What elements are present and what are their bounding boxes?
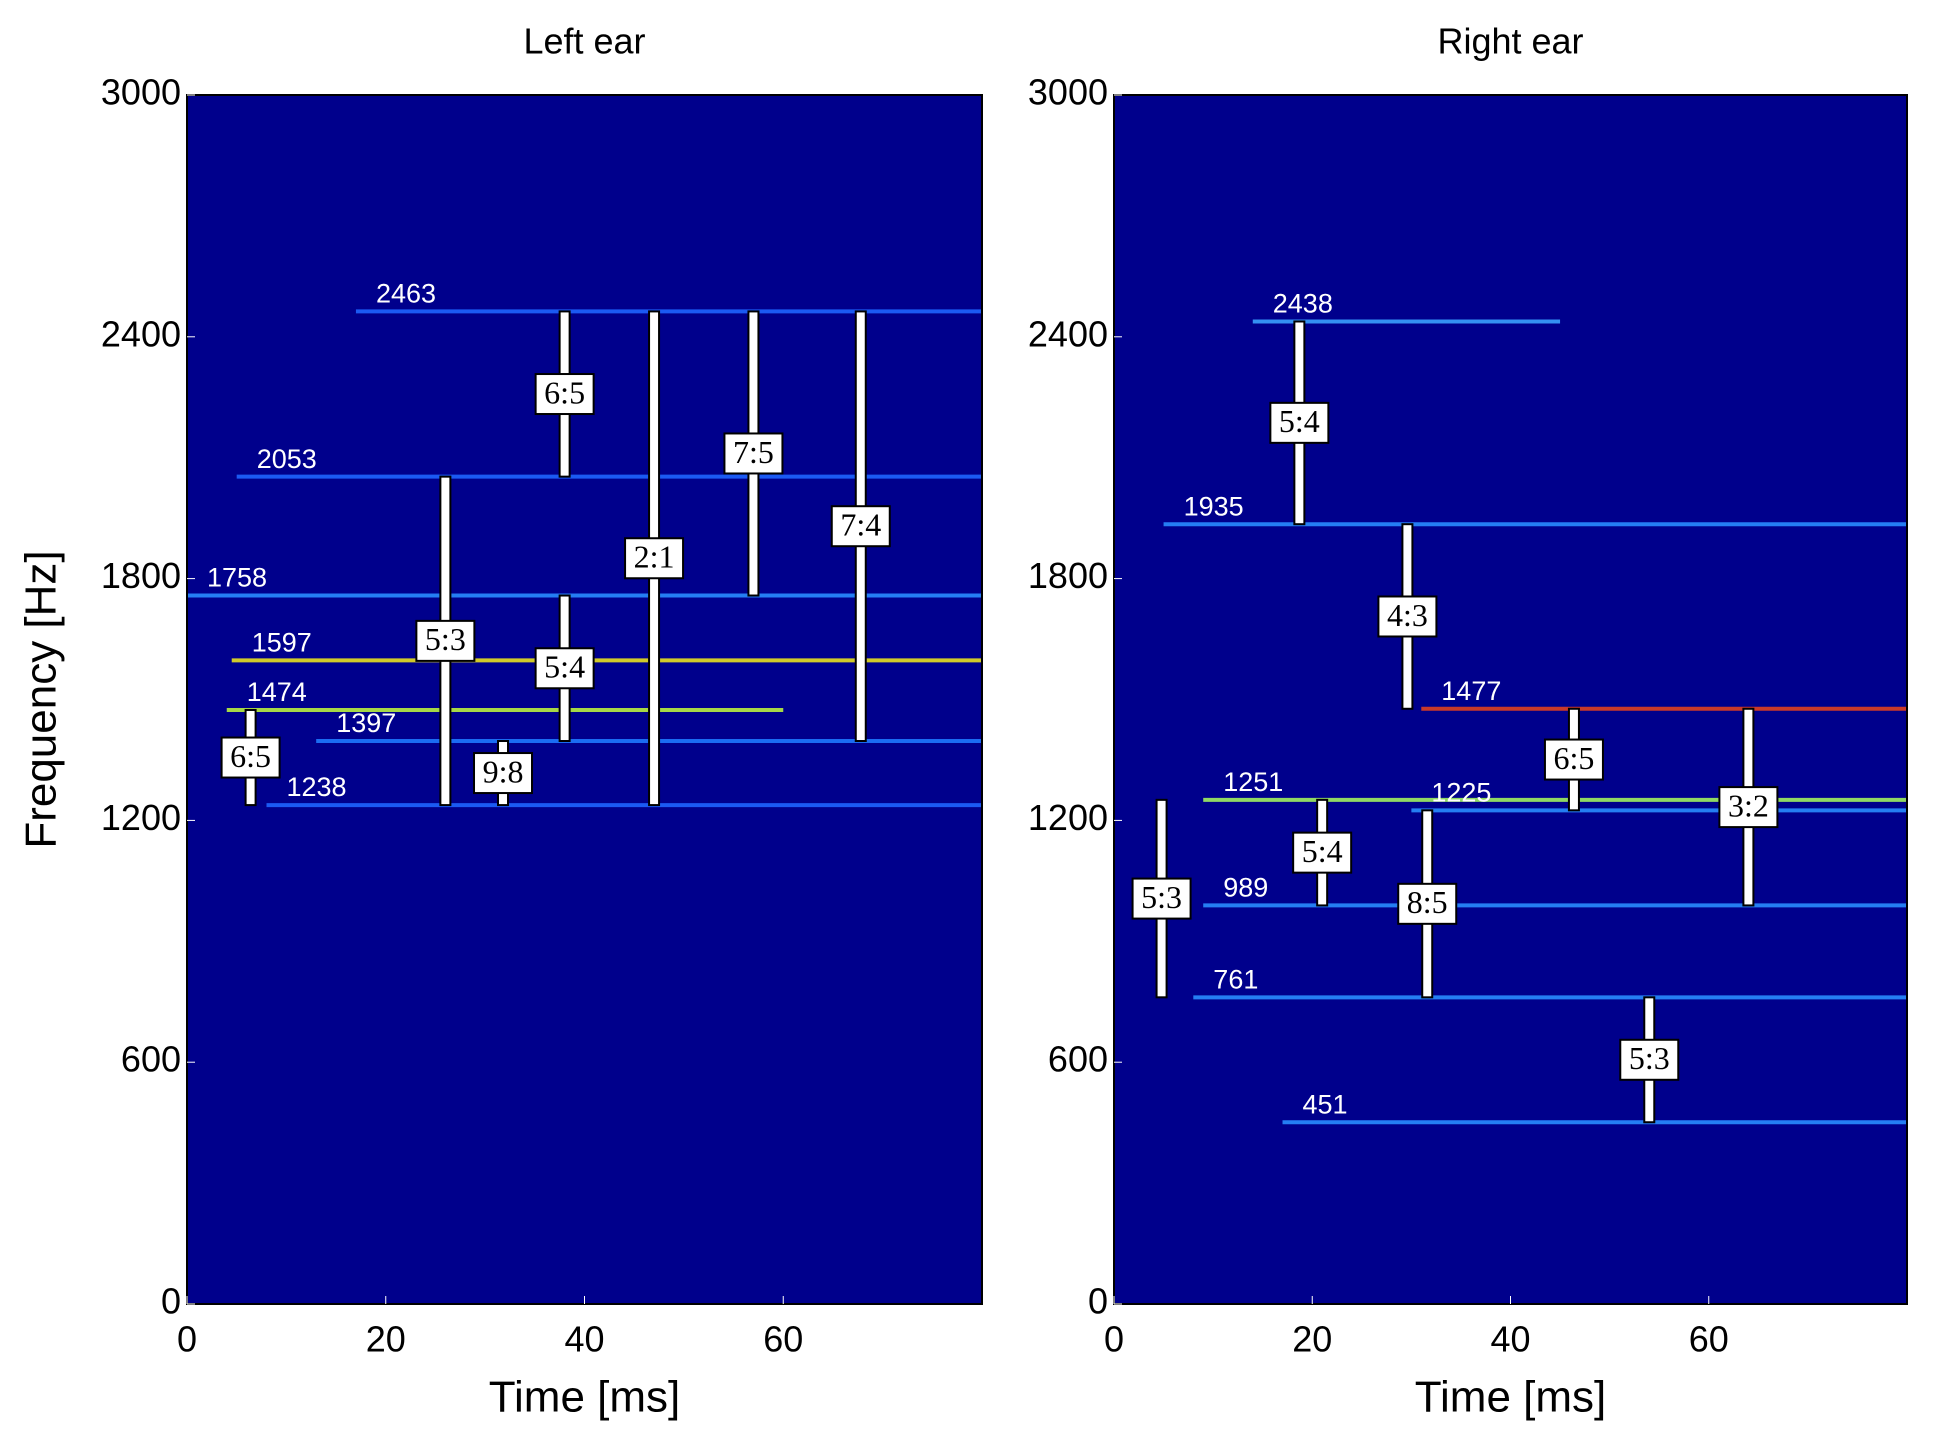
x-tick-label: 60 [1689, 1319, 1729, 1360]
ratio-label: 2:1 [634, 539, 675, 575]
ratio-label-box [830, 505, 891, 548]
y-tick-label: 0 [161, 1281, 181, 1322]
ratio-label-box [1269, 401, 1330, 444]
x-tick-label: 0 [1104, 1319, 1124, 1360]
track-label: 1474 [247, 677, 307, 707]
ratio-label: 5:3 [425, 621, 466, 657]
ratio-label-box [534, 647, 595, 690]
y-tick-label: 2400 [101, 313, 181, 354]
chart-title: Right ear [1437, 21, 1583, 62]
x-tick-label: 60 [763, 1319, 803, 1360]
ratio-label-box [1543, 738, 1604, 781]
ratio-label: 9:8 [483, 753, 524, 789]
ratio-label: 5:4 [544, 649, 585, 685]
y-tick-label: 1200 [101, 797, 181, 838]
ratio-label: 3:2 [1728, 787, 1769, 823]
y-tick-label: 2400 [1028, 313, 1108, 354]
ratio-label: 5:4 [1279, 403, 1320, 439]
ratio-label: 7:4 [840, 507, 881, 543]
ratio-label-box [624, 537, 685, 580]
ratio-label-box [1377, 595, 1438, 638]
ratio-label: 8:5 [1407, 884, 1448, 920]
ratio-label: 5:3 [1629, 1040, 1670, 1076]
track-label: 1397 [336, 708, 396, 738]
ratio-label-box [220, 736, 281, 779]
ratio-label: 5:4 [1302, 833, 1343, 869]
track-label: 451 [1303, 1089, 1348, 1119]
track-label: 2463 [376, 279, 436, 309]
y-tick-label: 3000 [101, 72, 181, 113]
y-tick-label: 600 [121, 1039, 181, 1080]
y-tick-label: 600 [1048, 1039, 1108, 1080]
ratio-label-box [415, 619, 476, 662]
y-axis-label: Frequency [Hz] [17, 550, 66, 848]
y-tick-label: 0 [1088, 1281, 1108, 1322]
ratio-label: 6:5 [230, 738, 271, 774]
ratio-label-box [1292, 831, 1353, 874]
ratio-label: 6:5 [544, 374, 585, 410]
y-tick-label: 1800 [101, 555, 181, 596]
ratio-label-box [1397, 882, 1458, 925]
x-axis-label: Time [ms] [1415, 1373, 1606, 1422]
ratio-label-box [1718, 786, 1779, 829]
track-label: 1758 [207, 563, 267, 593]
ratio-label-box [534, 373, 595, 416]
ratio-label-box [473, 752, 534, 795]
ratio-label: 6:5 [1553, 740, 1594, 776]
ratio-label: 5:3 [1141, 879, 1182, 915]
plot-background [187, 95, 982, 1304]
ratio-label: 4:3 [1387, 597, 1428, 633]
track-label: 989 [1223, 873, 1268, 903]
x-tick-label: 20 [1292, 1319, 1332, 1360]
chart-title: Left ear [523, 21, 645, 62]
track-label: 2438 [1273, 289, 1333, 319]
plot-background [1114, 95, 1907, 1304]
track-label: 2053 [257, 444, 317, 474]
ratio-label-box [1619, 1038, 1680, 1081]
track-label: 761 [1213, 964, 1258, 994]
track-label: 1597 [252, 628, 312, 658]
ratio-label-box [1131, 877, 1192, 920]
track-label: 1225 [1431, 777, 1491, 807]
track-label: 1477 [1441, 676, 1501, 706]
track-label: 1251 [1223, 767, 1283, 797]
y-tick-label: 1200 [1028, 797, 1108, 838]
y-tick-label: 3000 [1028, 72, 1108, 113]
track-label: 1935 [1184, 491, 1244, 521]
x-tick-label: 0 [177, 1319, 197, 1360]
ratio-label: 7:5 [733, 434, 774, 470]
ratio-label-box [723, 432, 784, 475]
track-label: 1238 [287, 772, 347, 802]
x-axis-label: Time [ms] [489, 1373, 680, 1422]
y-tick-label: 1800 [1028, 555, 1108, 596]
x-tick-label: 20 [366, 1319, 406, 1360]
x-tick-label: 40 [564, 1319, 604, 1360]
x-tick-label: 40 [1490, 1319, 1530, 1360]
